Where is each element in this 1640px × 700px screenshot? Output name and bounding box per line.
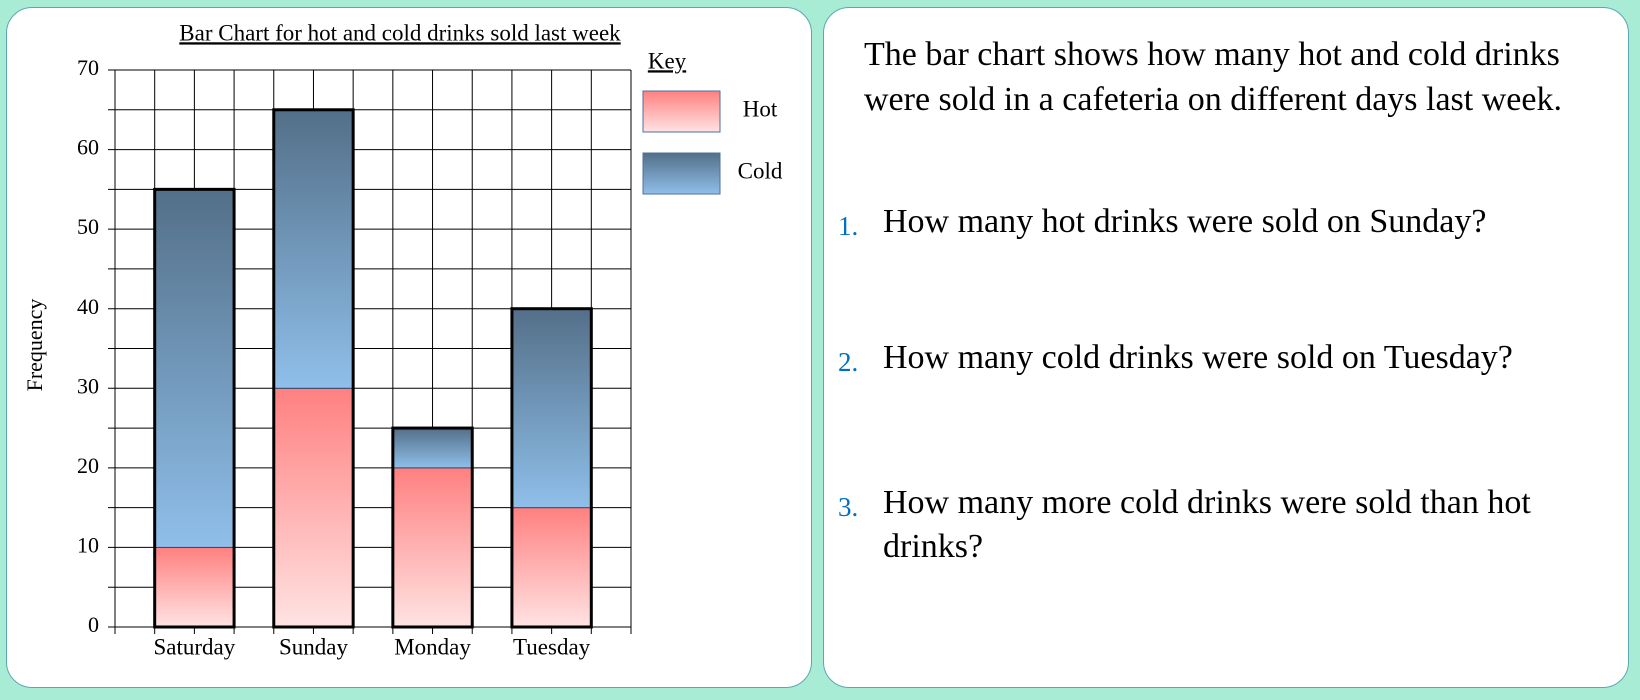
bar-outline — [391, 426, 474, 629]
question-text: How many cold drinks were sold on Tuesda… — [883, 339, 1513, 376]
bar-segment — [154, 546, 235, 628]
bar-outline — [510, 307, 593, 629]
x-tick-label: Tuesday — [513, 634, 591, 659]
question: 1. How many hot drinks were sold on Sunda… — [838, 200, 1608, 248]
y-tick-label: 10 — [77, 532, 99, 557]
bar-segment — [392, 467, 473, 628]
legend-label: Cold — [738, 158, 783, 183]
bar-segment — [392, 427, 473, 469]
x-tick-label: Monday — [394, 634, 471, 659]
legend-swatch — [642, 152, 721, 195]
bar-outline — [153, 187, 236, 629]
question-text: How many hot drinks were sold on Sunday? — [883, 203, 1487, 240]
bar-outline — [272, 108, 355, 629]
question-text: How many more cold drinks were sold than… — [883, 484, 1531, 565]
y-tick-label: 20 — [77, 453, 99, 478]
intro-text: The bar chart shows how many hot and col… — [864, 36, 1562, 118]
x-tick-label: Saturday — [154, 634, 236, 659]
question-number: 3. — [838, 492, 859, 522]
bar-segment — [154, 188, 235, 548]
question: 3. How many more cold drinks were sold th… — [838, 481, 1608, 569]
chart: Bar Chart for hot and cold drinks sold l… — [22, 20, 783, 659]
y-axis-label: Frequency — [22, 299, 47, 392]
y-tick-label: 70 — [77, 55, 99, 80]
question: 2. How many cold drinks were sold on Tues… — [838, 336, 1608, 384]
y-tick-label: 50 — [77, 214, 99, 239]
question-panel — [823, 7, 1629, 688]
y-tick-label: 60 — [77, 135, 99, 160]
bar-segment — [273, 387, 354, 628]
bar-segment — [511, 308, 592, 509]
legend-swatch — [642, 90, 721, 133]
chart-title: Bar Chart for hot and cold drinks sold l… — [179, 20, 621, 45]
legend-label: Hot — [743, 96, 778, 121]
y-tick-label: 40 — [77, 294, 99, 319]
bar-segment — [511, 507, 592, 628]
bar-segment — [273, 109, 354, 389]
y-tick-label: 30 — [77, 373, 99, 398]
question-number: 2. — [838, 347, 859, 377]
x-tick-label: Sunday — [279, 634, 349, 659]
question-number: 1. — [838, 211, 859, 241]
legend-title: Key — [648, 48, 687, 73]
y-tick-label: 0 — [88, 612, 99, 637]
